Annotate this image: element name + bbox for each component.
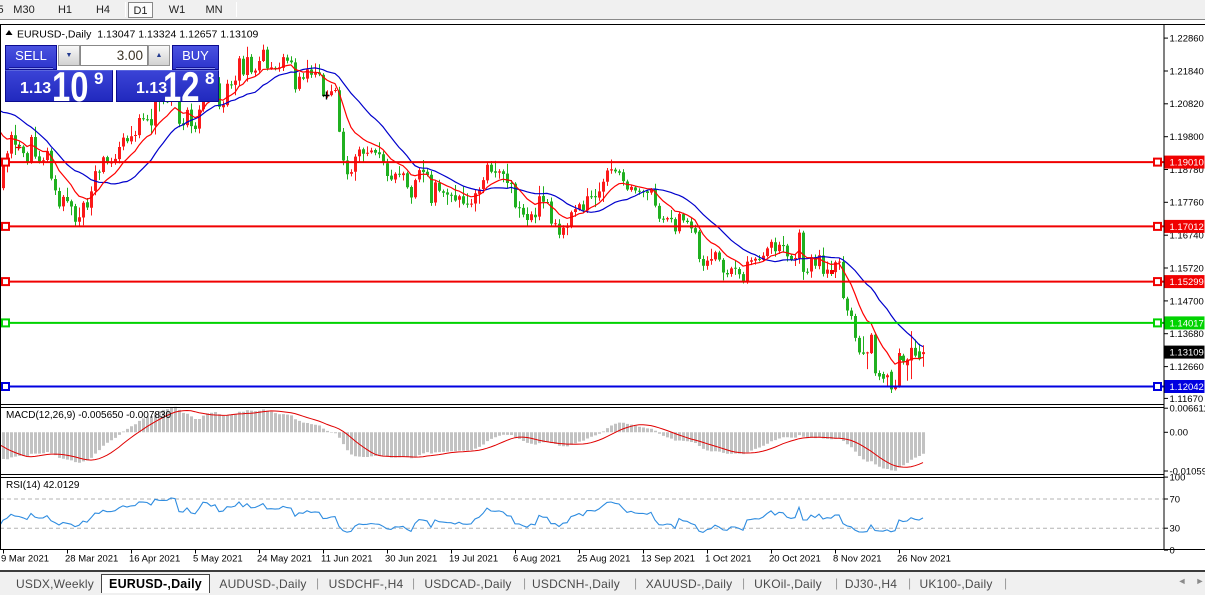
svg-text:0.00: 0.00 bbox=[1170, 428, 1189, 439]
svg-text:19 Jul 2021: 19 Jul 2021 bbox=[449, 554, 498, 565]
svg-text:16 Apr 2021: 16 Apr 2021 bbox=[129, 554, 180, 565]
svg-text:EURUSD-,Daily 1.13047 1.13324: EURUSD-,Daily 1.13047 1.13324 1.12657 1.… bbox=[17, 29, 259, 41]
svg-text:5 May 2021: 5 May 2021 bbox=[193, 554, 243, 565]
svg-text:1.14017: 1.14017 bbox=[1170, 319, 1204, 330]
svg-text:1.12042: 1.12042 bbox=[1170, 382, 1204, 393]
svg-text:1.11670: 1.11670 bbox=[1170, 394, 1204, 405]
svg-text:1.14700: 1.14700 bbox=[1170, 296, 1204, 307]
svg-text:1.18780: 1.18780 bbox=[1170, 165, 1204, 176]
svg-text:30: 30 bbox=[1170, 524, 1181, 535]
svg-text:1.19010: 1.19010 bbox=[1170, 158, 1204, 169]
svg-text:1.13680: 1.13680 bbox=[1170, 329, 1204, 340]
svg-text:20 Oct 2021: 20 Oct 2021 bbox=[769, 554, 821, 565]
svg-text:1.15720: 1.15720 bbox=[1170, 263, 1204, 274]
svg-text:-0.010599: -0.010599 bbox=[1170, 466, 1205, 477]
svg-text:30 Jun 2021: 30 Jun 2021 bbox=[385, 554, 437, 565]
svg-text:1.16740: 1.16740 bbox=[1170, 231, 1204, 242]
svg-text:28 Mar 2021: 28 Mar 2021 bbox=[65, 554, 118, 565]
svg-text:1.17760: 1.17760 bbox=[1170, 198, 1204, 209]
svg-text:0: 0 bbox=[1170, 546, 1175, 557]
svg-text:1.13109: 1.13109 bbox=[1170, 348, 1204, 359]
svg-text:1 Oct 2021: 1 Oct 2021 bbox=[705, 554, 751, 565]
svg-text:1.12660: 1.12660 bbox=[1170, 362, 1204, 373]
svg-text:25 Aug 2021: 25 Aug 2021 bbox=[577, 554, 630, 565]
svg-text:8 Nov 2021: 8 Nov 2021 bbox=[833, 554, 882, 565]
svg-text:1.19800: 1.19800 bbox=[1170, 132, 1204, 143]
svg-text:MACD(12,26,9) -0.005650 -0.007: MACD(12,26,9) -0.005650 -0.007830 bbox=[6, 410, 172, 421]
svg-text:0.006611: 0.006611 bbox=[1170, 404, 1205, 415]
svg-text:1.20820: 1.20820 bbox=[1170, 99, 1204, 110]
svg-text:6 Aug 2021: 6 Aug 2021 bbox=[513, 554, 561, 565]
svg-text:1.15299: 1.15299 bbox=[1170, 277, 1204, 288]
svg-text:100: 100 bbox=[1170, 473, 1186, 484]
svg-text:9 Mar 2021: 9 Mar 2021 bbox=[1, 554, 49, 565]
svg-text:1.22860: 1.22860 bbox=[1170, 34, 1204, 45]
svg-text:11 Jun 2021: 11 Jun 2021 bbox=[321, 554, 373, 565]
svg-text:70: 70 bbox=[1170, 494, 1181, 505]
svg-text:1.21840: 1.21840 bbox=[1170, 66, 1204, 77]
svg-text:24 May 2021: 24 May 2021 bbox=[257, 554, 312, 565]
svg-text:26 Nov 2021: 26 Nov 2021 bbox=[897, 554, 951, 565]
svg-text:RSI(14) 42.0129: RSI(14) 42.0129 bbox=[6, 480, 80, 491]
svg-text:13 Sep 2021: 13 Sep 2021 bbox=[641, 554, 695, 565]
svg-text:1.17012: 1.17012 bbox=[1170, 222, 1204, 233]
